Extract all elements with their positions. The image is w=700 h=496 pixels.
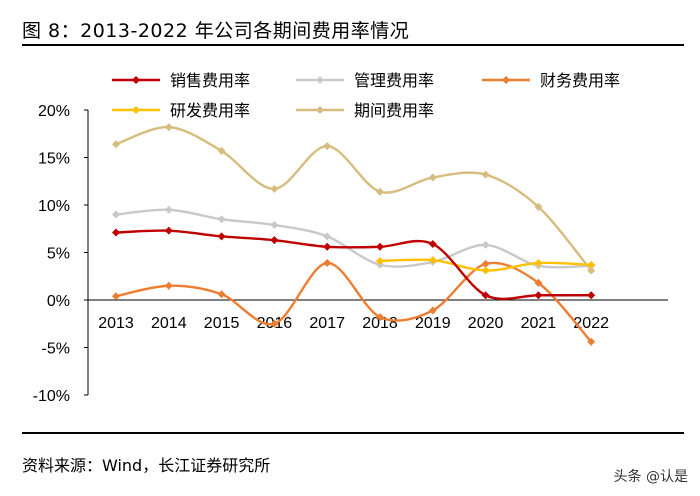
legend-swatch-marker — [132, 106, 140, 114]
data-point — [481, 259, 490, 268]
legend-label: 管理费用率 — [354, 72, 434, 90]
data-point — [112, 228, 120, 237]
data-point — [270, 319, 279, 328]
legend-label: 财务费用率 — [540, 72, 620, 90]
data-point — [481, 170, 490, 179]
data-point — [587, 337, 596, 346]
data-point — [428, 256, 437, 265]
data-point — [270, 184, 279, 193]
data-point — [376, 313, 384, 322]
data-point — [217, 146, 226, 155]
data-point — [217, 215, 226, 224]
x-tick-label: 2022 — [573, 315, 609, 332]
y-tick-label: 20% — [38, 103, 70, 120]
data-point — [534, 291, 543, 300]
data-point — [587, 260, 596, 269]
data-point — [270, 236, 279, 245]
data-point — [428, 239, 437, 248]
legend-item: 管理费用率 — [296, 72, 434, 90]
series-5 — [112, 123, 596, 275]
data-point — [112, 210, 120, 219]
series-line — [115, 208, 592, 269]
data-point — [428, 173, 437, 182]
legend-item: 期间费用率 — [296, 102, 434, 120]
data-point — [323, 258, 332, 267]
data-point — [481, 291, 490, 300]
data-point — [217, 290, 226, 299]
legend-item: 财务费用率 — [482, 72, 620, 90]
data-point — [164, 226, 173, 235]
title-rule — [22, 44, 684, 46]
figure-title: 图 8：2013-2022 年公司各期间费用率情况 — [22, 20, 410, 42]
legend-item: 销售费用率 — [112, 72, 250, 90]
legend-swatch-marker — [316, 76, 324, 84]
data-point — [587, 291, 596, 300]
legend-item: 研发费用率 — [112, 102, 250, 120]
data-point — [534, 278, 543, 287]
data-point — [376, 187, 384, 196]
y-tick-label: -10% — [33, 388, 70, 405]
data-point — [534, 202, 543, 211]
legend-swatch-marker — [502, 76, 510, 84]
legend-swatch-marker — [316, 106, 324, 114]
y-tick-label: -5% — [42, 341, 70, 358]
data-point — [112, 140, 120, 149]
data-point — [428, 306, 437, 315]
x-tick-label: 2020 — [468, 315, 504, 332]
x-tick-label: 2021 — [521, 315, 557, 332]
legend-swatch-marker — [132, 76, 140, 84]
series-line — [115, 125, 593, 272]
data-point — [164, 123, 173, 132]
chart-area: 20%15%10%5%0%-5%-10%20132014201520162017… — [33, 72, 668, 405]
data-point — [323, 142, 332, 151]
watermark-text: 头条 @认是 — [613, 469, 688, 485]
series-4 — [376, 256, 596, 275]
data-point — [376, 242, 384, 251]
legend-label: 销售费用率 — [170, 72, 250, 90]
y-tick-label: 15% — [38, 151, 70, 168]
data-point — [164, 281, 173, 290]
series-2 — [112, 205, 596, 270]
source-note: 资料来源：Wind，长江证券研究所 — [22, 456, 271, 475]
data-point — [534, 258, 543, 267]
data-point — [112, 292, 120, 301]
data-point — [164, 205, 173, 214]
x-tick-label: 2013 — [98, 315, 134, 332]
data-point — [376, 257, 384, 266]
data-point — [481, 240, 490, 249]
series-3 — [112, 258, 596, 346]
y-tick-label: 0% — [47, 293, 70, 310]
series-1 — [112, 226, 596, 301]
legend-label: 期间费用率 — [354, 102, 434, 120]
source-rule — [22, 432, 684, 434]
legend-label: 研发费用率 — [170, 102, 250, 120]
y-tick-label: 5% — [47, 246, 70, 263]
x-tick-label: 2017 — [309, 315, 345, 332]
y-tick-label: 10% — [38, 198, 70, 215]
data-point — [323, 232, 332, 241]
data-point — [217, 232, 226, 241]
x-tick-label: 2019 — [415, 315, 451, 332]
x-tick-label: 2014 — [151, 315, 187, 332]
x-tick-label: 2015 — [204, 315, 240, 332]
data-point — [587, 266, 596, 275]
data-point — [481, 266, 490, 275]
data-point — [323, 242, 332, 251]
series-line — [115, 229, 592, 301]
data-point — [270, 220, 279, 229]
